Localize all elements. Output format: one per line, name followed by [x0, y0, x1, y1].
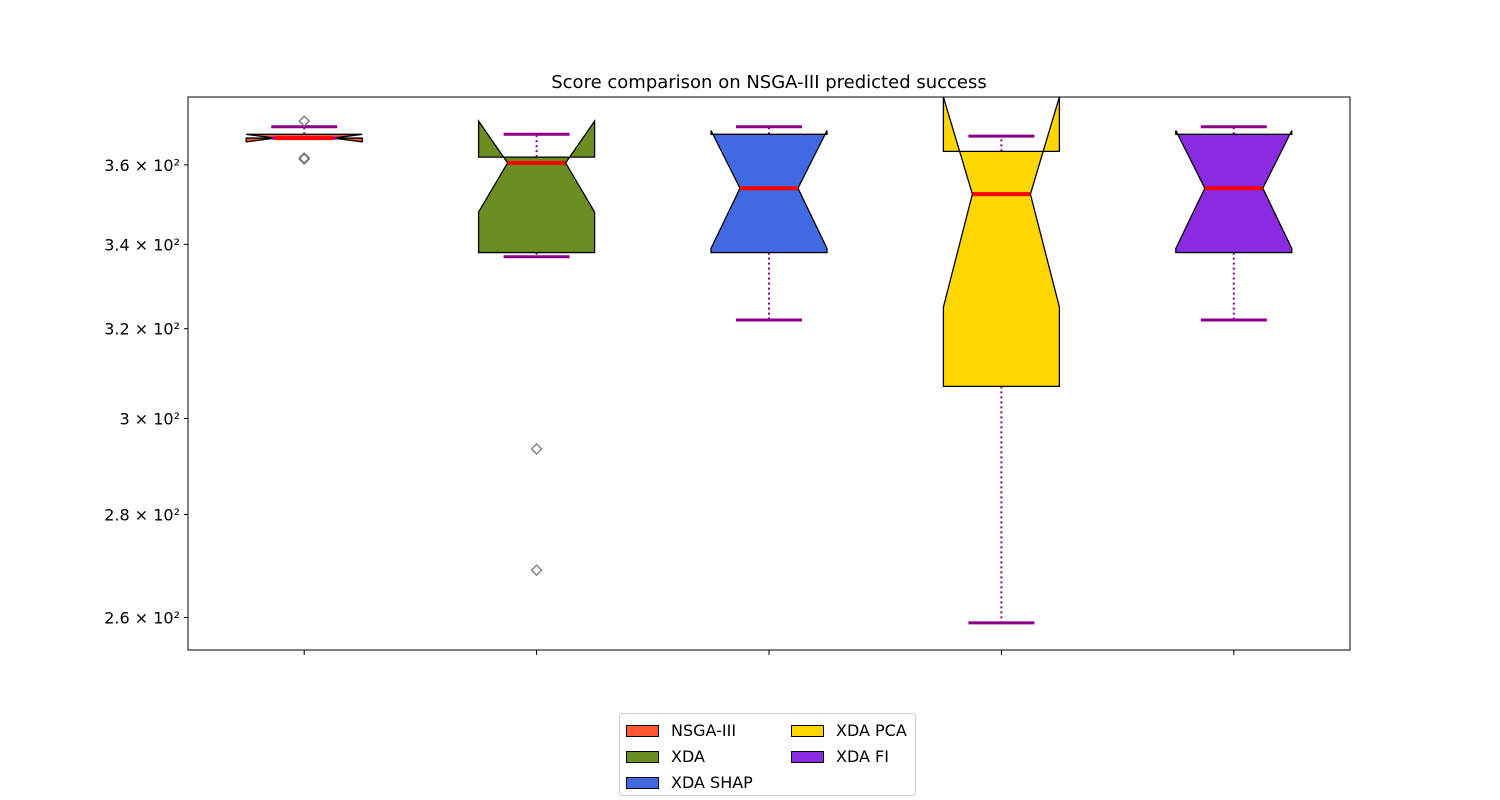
legend-label-nsga-iii: NSGA-III [671, 721, 737, 740]
legend-label-xda: XDA [671, 747, 705, 766]
box-xda-pca [942, 96, 1061, 388]
legend-label-xda-fi: XDA FI [836, 747, 889, 766]
legend-swatch-nsga-iii [626, 724, 659, 737]
legend-swatch-xda-fi [791, 750, 824, 763]
y-tick-label-260: 2.6 × 10² [104, 609, 180, 628]
legend-swatch-xda-shap [626, 776, 659, 789]
box-xda-shap [710, 130, 828, 254]
legend: NSGA-III XDA XDA SHAP XDA PCA XDA FI [619, 713, 916, 796]
y-tick-label-280: 2.8 × 10² [104, 505, 180, 524]
legend-label-xda-pca: XDA PCA [836, 721, 907, 740]
outlier-xda-1 [530, 564, 543, 577]
legend-item-nsga-iii: NSGA-III [626, 721, 736, 740]
outlier-nsga-iii-2 [298, 153, 311, 166]
y-tick-label-360: 3.6 × 10² [104, 156, 180, 175]
legend-item-xda-shap: XDA SHAP [626, 773, 753, 792]
box-xda [477, 119, 596, 254]
y-tick-label-320: 3.2 × 10² [104, 320, 180, 339]
legend-swatch-xda [626, 750, 659, 763]
outlier-nsga-iii-0 [298, 115, 311, 128]
legend-label-xda-shap: XDA SHAP [671, 773, 753, 792]
y-tick-label-340: 3.4 × 10² [104, 235, 180, 254]
box-xda-fi [1175, 130, 1293, 254]
legend-swatch-xda-pca [791, 724, 824, 737]
legend-item-xda-pca: XDA PCA [791, 721, 907, 740]
outlier-nsga-iii-1 [298, 152, 311, 164]
y-tick-label-300: 3 × 10² [119, 409, 180, 428]
legend-item-xda: XDA [626, 747, 705, 766]
outlier-xda-0 [530, 443, 543, 455]
chart-title: Score comparison on NSGA-III predicted s… [551, 72, 987, 93]
legend-item-xda-fi: XDA FI [791, 747, 889, 766]
